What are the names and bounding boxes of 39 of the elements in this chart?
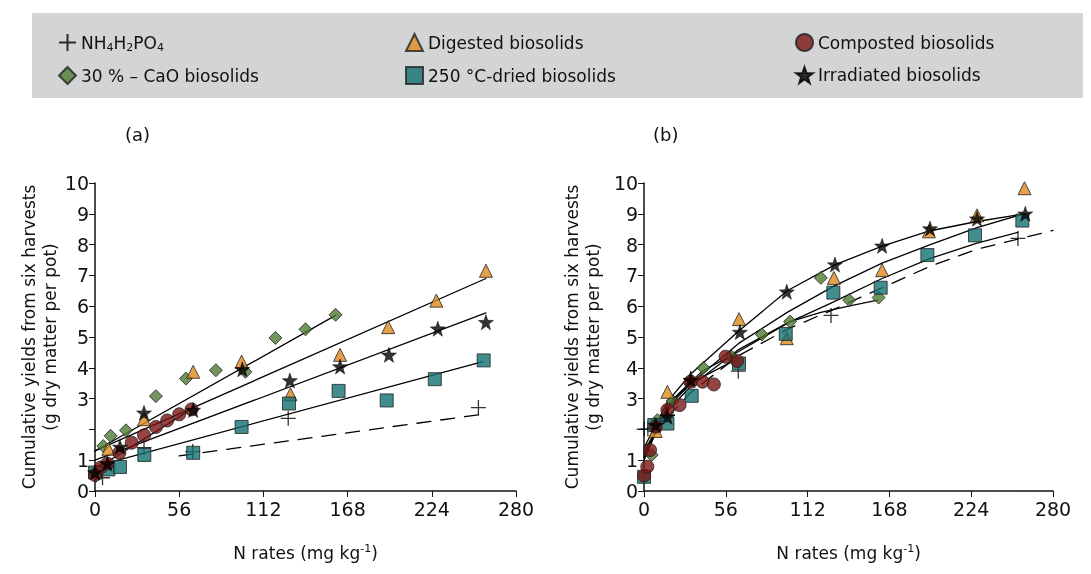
x-tick-label: 168 xyxy=(871,497,908,520)
y-tick-label: 6 xyxy=(76,295,89,318)
y-tick-label: 9 xyxy=(625,202,639,225)
y-tick-label: 0 xyxy=(76,480,89,502)
x-tick-label: 56 xyxy=(167,497,192,520)
y-tick-label: 7 xyxy=(76,264,89,287)
x-tick-label: 280 xyxy=(1034,497,1072,520)
x-tick-label: 224 xyxy=(953,497,990,520)
y-tick-label: 7 xyxy=(625,264,639,287)
y-tick-label: 8 xyxy=(625,233,639,256)
legend-label: 250 °C-dried biosolids xyxy=(428,65,616,86)
y-tick-label: 0 xyxy=(625,480,639,502)
y-tick-label: 4 xyxy=(625,356,639,379)
legend-label: Irradiated biosolids xyxy=(818,65,981,86)
x-tick-label: 168 xyxy=(329,497,366,520)
y-tick-label: 9 xyxy=(76,202,89,225)
y-tick-label: 5 xyxy=(76,326,89,348)
y-axis-title: Cumulative yields from six harvests (g dry matter per pot) xyxy=(561,184,603,490)
y-tick-label: 6 xyxy=(625,295,639,318)
x-tick-label: 112 xyxy=(245,497,282,520)
y-tick-label: 8 xyxy=(76,233,89,256)
y-tick-label: 5 xyxy=(625,326,639,348)
x-tick-label: 280 xyxy=(497,497,535,520)
y-tick-label: 1 xyxy=(625,449,639,472)
y-tick-label: 3 xyxy=(625,387,639,410)
chart-title: (a) xyxy=(125,123,151,145)
chart-title: (b) xyxy=(653,123,679,145)
x-tick-label: 112 xyxy=(789,497,826,520)
y-tick-label: 10 xyxy=(64,172,89,194)
legend-label: Composted biosolids xyxy=(818,32,995,53)
legend-label: Digested biosolids xyxy=(428,32,584,53)
x-tick-label: 224 xyxy=(413,497,450,520)
y-tick-label: 10 xyxy=(613,172,639,194)
y-tick-label: 4 xyxy=(76,356,89,379)
x-tick-label: 56 xyxy=(713,497,738,520)
y-tick-label: 1 xyxy=(76,449,89,472)
y-tick-label: 3 xyxy=(76,387,89,410)
y-axis-title: Cumulative yields from six harvests (g dry matter per pot) xyxy=(19,184,61,490)
legend-label: 30 % – CaO biosolids xyxy=(81,65,259,86)
